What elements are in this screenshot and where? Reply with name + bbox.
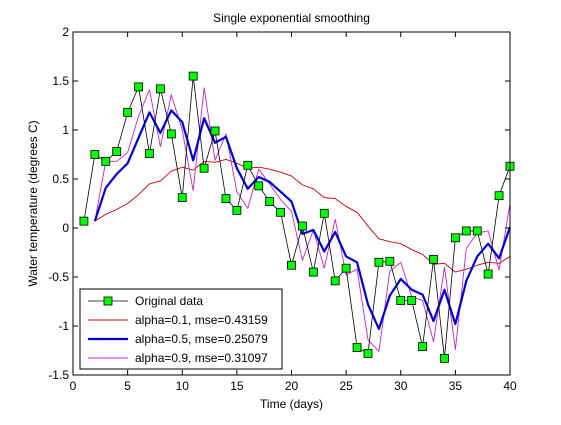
y-tick-label: 0.5 (52, 172, 69, 186)
data-point-marker (298, 221, 307, 231)
data-point-marker (90, 150, 100, 159)
data-point-marker (341, 263, 351, 273)
data-point-marker (155, 84, 165, 94)
data-point-marker (483, 269, 493, 279)
data-point-marker (374, 257, 384, 267)
data-point-marker (440, 353, 449, 363)
x-tick-label: 20 (285, 379, 299, 393)
data-point-marker (472, 226, 482, 236)
legend-label: Original data (135, 294, 203, 308)
x-tick-label: 5 (124, 379, 131, 393)
y-tick-label: 2 (62, 25, 69, 39)
data-point-marker (254, 181, 264, 191)
y-tick-label: 1.5 (52, 74, 69, 88)
series-line-3 (94, 87, 511, 352)
data-point-marker (79, 216, 89, 226)
data-point-marker (265, 197, 275, 206)
data-point-marker (308, 267, 318, 277)
data-point-marker (363, 349, 373, 358)
series-line-2 (93, 109, 512, 331)
x-axis-label: Time (days) (260, 397, 323, 411)
data-point-marker (407, 296, 417, 305)
series-markers (79, 71, 515, 363)
data-point-marker (418, 342, 428, 351)
chart-title: Single exponential smoothing (213, 11, 370, 25)
y-axis-label: Water temperature (degrees C) (26, 120, 40, 286)
x-tick-label: 25 (339, 379, 353, 393)
y-tick-label: -0.5 (48, 270, 69, 284)
legend-swatch-marker (103, 296, 113, 306)
data-point-marker (123, 107, 133, 117)
data-point-marker (494, 191, 504, 201)
data-point-marker (352, 343, 362, 352)
data-point-marker (450, 233, 460, 243)
x-tick-label: 10 (176, 379, 190, 393)
data-point-marker (145, 149, 154, 158)
data-point-marker (221, 194, 231, 204)
series-line-1 (94, 158, 511, 273)
data-point-marker (134, 82, 143, 92)
series-lines (83, 75, 512, 359)
data-point-marker (319, 208, 329, 218)
x-tick-label: 35 (449, 379, 463, 393)
data-point-marker (188, 71, 198, 81)
data-point-marker (287, 260, 296, 270)
data-point-marker (232, 205, 242, 215)
data-point-marker (210, 126, 220, 136)
y-tick-label: 1 (62, 123, 69, 137)
data-point-marker (166, 129, 176, 139)
data-point-marker (330, 276, 340, 286)
data-point-marker (199, 163, 209, 173)
data-point-marker (101, 156, 111, 166)
y-tick-label: 0 (62, 221, 69, 235)
legend-label: alpha=0.9, mse=0.31097 (135, 351, 268, 365)
y-tick-label: -1 (58, 319, 69, 333)
data-point-marker (243, 160, 253, 170)
data-point-marker (112, 147, 122, 156)
data-point-marker (429, 254, 438, 264)
legend-box (79, 288, 283, 370)
data-point-marker (177, 193, 187, 203)
series-line-0 (83, 75, 511, 359)
axis-ticks: 0 5 10 15 20 25 30 35 40 -1.5 -1 -0.5 0 0.5 1 1.5 2 (48, 25, 517, 393)
x-tick-label: 30 (394, 379, 408, 393)
x-tick-label: 15 (230, 379, 244, 393)
legend-label: alpha=0.5, mse=0.25079 (135, 332, 268, 346)
data-point-marker (396, 296, 406, 305)
legend-items: Original data alpha=0.1, mse=0.43159 alpha… (88, 294, 268, 365)
x-tick-label: 40 (503, 379, 517, 393)
y-tick-label: -1.5 (48, 368, 69, 382)
data-point-marker (461, 226, 471, 236)
legend: Original data alpha=0.1, mse=0.43159 alpha… (79, 288, 283, 370)
legend-label: alpha=0.1, mse=0.43159 (135, 313, 268, 327)
data-point-marker (385, 256, 395, 266)
data-point-marker (276, 207, 285, 217)
x-tick-label: 0 (70, 379, 77, 393)
